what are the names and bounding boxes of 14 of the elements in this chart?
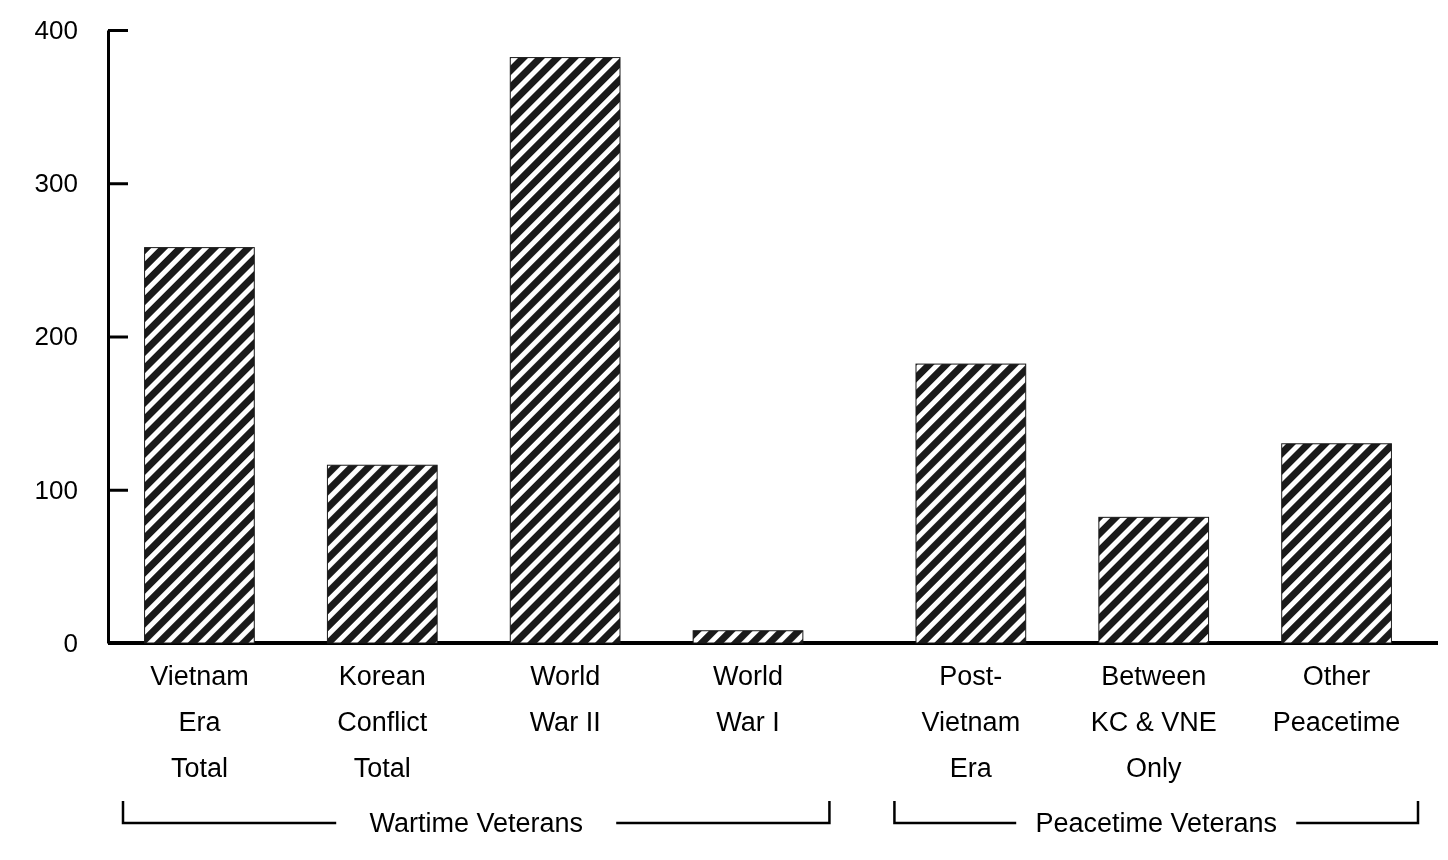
y-tick-label: 400 (34, 14, 78, 45)
y-tick-label: 100 (34, 474, 78, 505)
y-tick-label: 0 (63, 627, 78, 658)
x-tick-label: Post- Vietnam Era (921, 661, 1021, 783)
x-tick-label: Other Peacetime (1272, 661, 1401, 737)
y-tick-label: 200 (34, 321, 78, 352)
x-tick-label: Korean Conflict Total (337, 661, 428, 783)
x-tick-label: World War I (712, 661, 784, 737)
y-tick-label: 300 (34, 168, 78, 199)
text: Peacetime Veterans (1035, 808, 1278, 839)
x-tick-label: Between KC & VNE Only (1090, 661, 1217, 783)
x-tick-label: Vietnam Era Total (150, 661, 249, 783)
text: Wartime Veterans (369, 808, 583, 839)
x-tick-label: World War II (529, 661, 601, 737)
